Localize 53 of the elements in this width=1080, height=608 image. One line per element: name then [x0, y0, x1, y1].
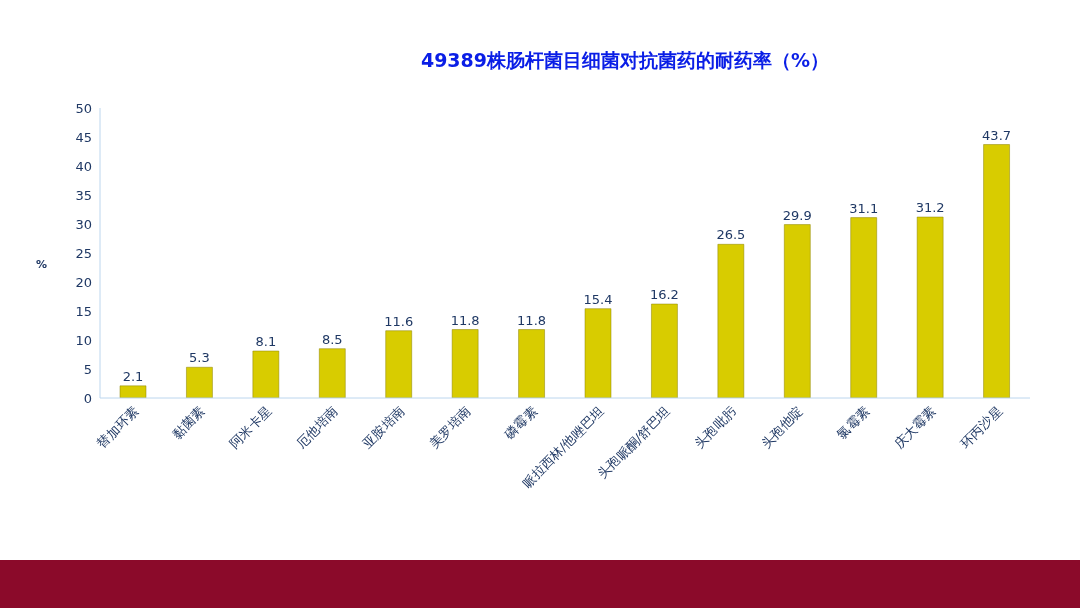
x-tick-label: 环丙沙星 — [957, 403, 1005, 451]
y-tick-label: 50 — [75, 100, 92, 116]
y-tick-label: 45 — [75, 129, 92, 145]
x-tick-label: 氯霉素 — [833, 403, 873, 442]
bar — [717, 244, 745, 398]
x-tick-label: 替加环素 — [93, 403, 142, 451]
bar — [385, 330, 412, 398]
bar — [518, 329, 545, 398]
y-tick-label: 25 — [75, 245, 92, 261]
data-label: 11.6 — [384, 313, 414, 329]
data-label: 31.1 — [849, 200, 879, 216]
x-tick-label: 阿米卡星 — [226, 403, 275, 451]
bar — [584, 308, 612, 398]
data-label: 26.5 — [716, 227, 746, 243]
data-label: 16.2 — [649, 287, 679, 303]
data-label: 11.8 — [517, 312, 547, 328]
x-tick-label: 亚胺培南 — [359, 403, 408, 451]
x-tick-label: 头孢他啶 — [758, 403, 806, 451]
chart-title: 49389株肠杆菌目细菌对抗菌药的耐药率（%） — [419, 48, 831, 73]
bar — [784, 224, 811, 398]
bar — [850, 217, 877, 398]
x-tick-label: 黏菌素 — [169, 403, 208, 442]
bar — [319, 348, 346, 398]
bar — [983, 144, 1010, 398]
bar — [451, 329, 479, 398]
x-tick-label: 庆大霉素 — [891, 403, 939, 451]
data-label: 11.8 — [450, 312, 480, 328]
bar — [186, 367, 213, 398]
x-tick-label: 厄他培南 — [293, 403, 341, 451]
data-label: 8.1 — [255, 334, 277, 350]
data-label: 8.5 — [321, 331, 343, 347]
data-label: 29.9 — [782, 207, 812, 223]
bar — [916, 216, 944, 398]
y-tick-label: 15 — [75, 303, 92, 319]
x-tick-label: 磷霉素 — [501, 403, 540, 443]
y-tick-label: 30 — [75, 216, 92, 232]
y-tick-label: 20 — [75, 274, 92, 290]
data-label: 15.4 — [583, 291, 613, 307]
y-tick-label: 5 — [83, 361, 92, 377]
y-tick-label: 0 — [83, 390, 92, 406]
y-tick-label: 35 — [75, 187, 92, 203]
data-label: 2.1 — [122, 368, 144, 384]
bar — [252, 350, 280, 398]
x-tick-label: 头孢吡肟 — [691, 403, 740, 451]
x-tick-label: 美罗培南 — [426, 403, 474, 451]
bar — [119, 385, 147, 398]
bar — [651, 303, 678, 398]
y-tick-label: 10 — [75, 332, 92, 348]
data-label: 5.3 — [189, 350, 210, 366]
y-axis-title: % — [36, 258, 48, 271]
data-label: 43.7 — [982, 127, 1012, 143]
data-label: 31.2 — [915, 200, 945, 216]
y-tick-label: 40 — [75, 158, 92, 174]
